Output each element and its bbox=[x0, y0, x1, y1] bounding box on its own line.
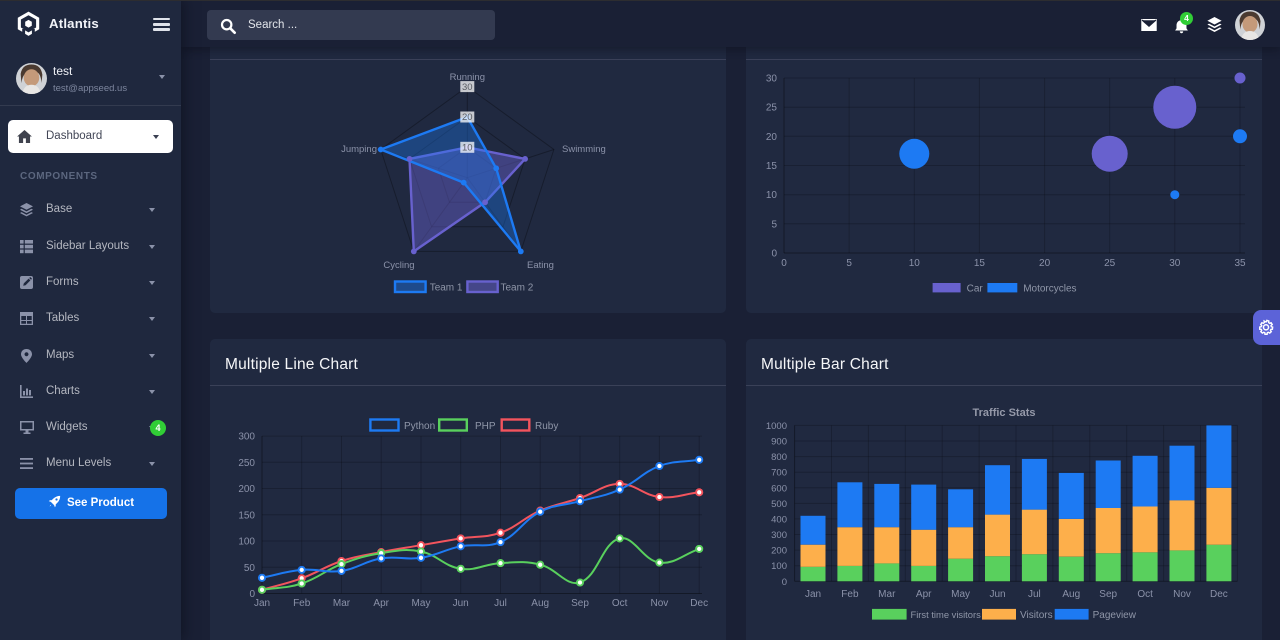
svg-text:Team 2: Team 2 bbox=[501, 283, 534, 294]
svg-text:Motorcycles: Motorcycles bbox=[1023, 284, 1076, 295]
svg-text:10: 10 bbox=[462, 143, 473, 154]
svg-text:Sep: Sep bbox=[1099, 589, 1117, 600]
svg-text:0: 0 bbox=[782, 577, 787, 588]
svg-text:Mar: Mar bbox=[878, 589, 896, 600]
svg-text:Python: Python bbox=[404, 421, 435, 432]
svg-text:400: 400 bbox=[771, 514, 787, 525]
svg-text:0: 0 bbox=[781, 258, 787, 269]
svg-text:PHP: PHP bbox=[475, 421, 496, 432]
svg-text:Mar: Mar bbox=[333, 598, 351, 609]
svg-text:Traffic Stats: Traffic Stats bbox=[973, 407, 1036, 419]
svg-text:15: 15 bbox=[974, 258, 986, 269]
svg-text:100: 100 bbox=[771, 561, 787, 572]
svg-text:Sep: Sep bbox=[571, 598, 589, 609]
svg-text:Jul: Jul bbox=[1028, 589, 1041, 600]
svg-text:May: May bbox=[951, 589, 970, 600]
svg-text:Jul: Jul bbox=[494, 598, 507, 609]
svg-text:Nov: Nov bbox=[651, 598, 669, 609]
svg-text:30: 30 bbox=[1169, 258, 1181, 269]
svg-text:10: 10 bbox=[909, 258, 921, 269]
svg-text:Aug: Aug bbox=[1062, 589, 1080, 600]
svg-text:Ruby: Ruby bbox=[535, 421, 558, 432]
svg-text:Aug: Aug bbox=[531, 598, 549, 609]
svg-text:Nov: Nov bbox=[1173, 589, 1191, 600]
svg-text:0: 0 bbox=[771, 249, 777, 260]
svg-text:Running: Running bbox=[450, 72, 485, 83]
svg-text:20: 20 bbox=[462, 112, 473, 123]
svg-text:Car: Car bbox=[967, 284, 984, 295]
svg-text:5: 5 bbox=[846, 258, 852, 269]
svg-text:Cycling: Cycling bbox=[383, 260, 414, 271]
svg-text:500: 500 bbox=[771, 499, 787, 510]
svg-text:Visitors: Visitors bbox=[1020, 610, 1053, 621]
svg-text:300: 300 bbox=[771, 530, 787, 541]
svg-text:300: 300 bbox=[238, 432, 255, 443]
svg-text:15: 15 bbox=[766, 161, 778, 172]
svg-text:Pageview: Pageview bbox=[1093, 610, 1137, 621]
svg-text:Apr: Apr bbox=[916, 589, 932, 600]
svg-text:250: 250 bbox=[238, 458, 255, 469]
svg-text:Apr: Apr bbox=[373, 598, 389, 609]
svg-text:Dec: Dec bbox=[690, 598, 708, 609]
svg-text:Swimming: Swimming bbox=[562, 144, 606, 155]
svg-text:10: 10 bbox=[766, 190, 778, 201]
svg-text:35: 35 bbox=[1234, 258, 1246, 269]
svg-text:200: 200 bbox=[238, 484, 255, 495]
svg-text:30: 30 bbox=[766, 74, 778, 85]
svg-text:600: 600 bbox=[771, 483, 787, 494]
svg-text:Jumping: Jumping bbox=[341, 144, 377, 155]
svg-text:Jan: Jan bbox=[805, 589, 821, 600]
svg-text:150: 150 bbox=[238, 510, 255, 521]
svg-text:Oct: Oct bbox=[1137, 589, 1153, 600]
svg-text:100: 100 bbox=[238, 537, 255, 548]
svg-text:900: 900 bbox=[771, 437, 787, 448]
svg-text:Feb: Feb bbox=[841, 589, 859, 600]
svg-text:25: 25 bbox=[1104, 258, 1116, 269]
svg-text:First time visitors: First time visitors bbox=[911, 609, 982, 620]
svg-text:Oct: Oct bbox=[612, 598, 628, 609]
svg-text:0: 0 bbox=[249, 589, 255, 600]
svg-text:Jun: Jun bbox=[989, 589, 1005, 600]
svg-text:Team 1: Team 1 bbox=[430, 283, 463, 294]
svg-text:Dec: Dec bbox=[1210, 589, 1228, 600]
svg-text:200: 200 bbox=[771, 546, 787, 557]
svg-text:May: May bbox=[412, 598, 431, 609]
svg-text:25: 25 bbox=[766, 103, 778, 114]
svg-text:Eating: Eating bbox=[527, 260, 554, 271]
svg-text:Jun: Jun bbox=[453, 598, 469, 609]
svg-text:5: 5 bbox=[771, 219, 777, 230]
svg-text:700: 700 bbox=[771, 468, 787, 479]
svg-text:1000: 1000 bbox=[766, 421, 787, 432]
svg-text:30: 30 bbox=[462, 82, 473, 93]
svg-text:Feb: Feb bbox=[293, 598, 311, 609]
svg-text:800: 800 bbox=[771, 452, 787, 463]
svg-text:20: 20 bbox=[766, 132, 778, 143]
svg-text:Jan: Jan bbox=[254, 598, 270, 609]
svg-text:20: 20 bbox=[1039, 258, 1051, 269]
svg-text:50: 50 bbox=[244, 563, 256, 574]
